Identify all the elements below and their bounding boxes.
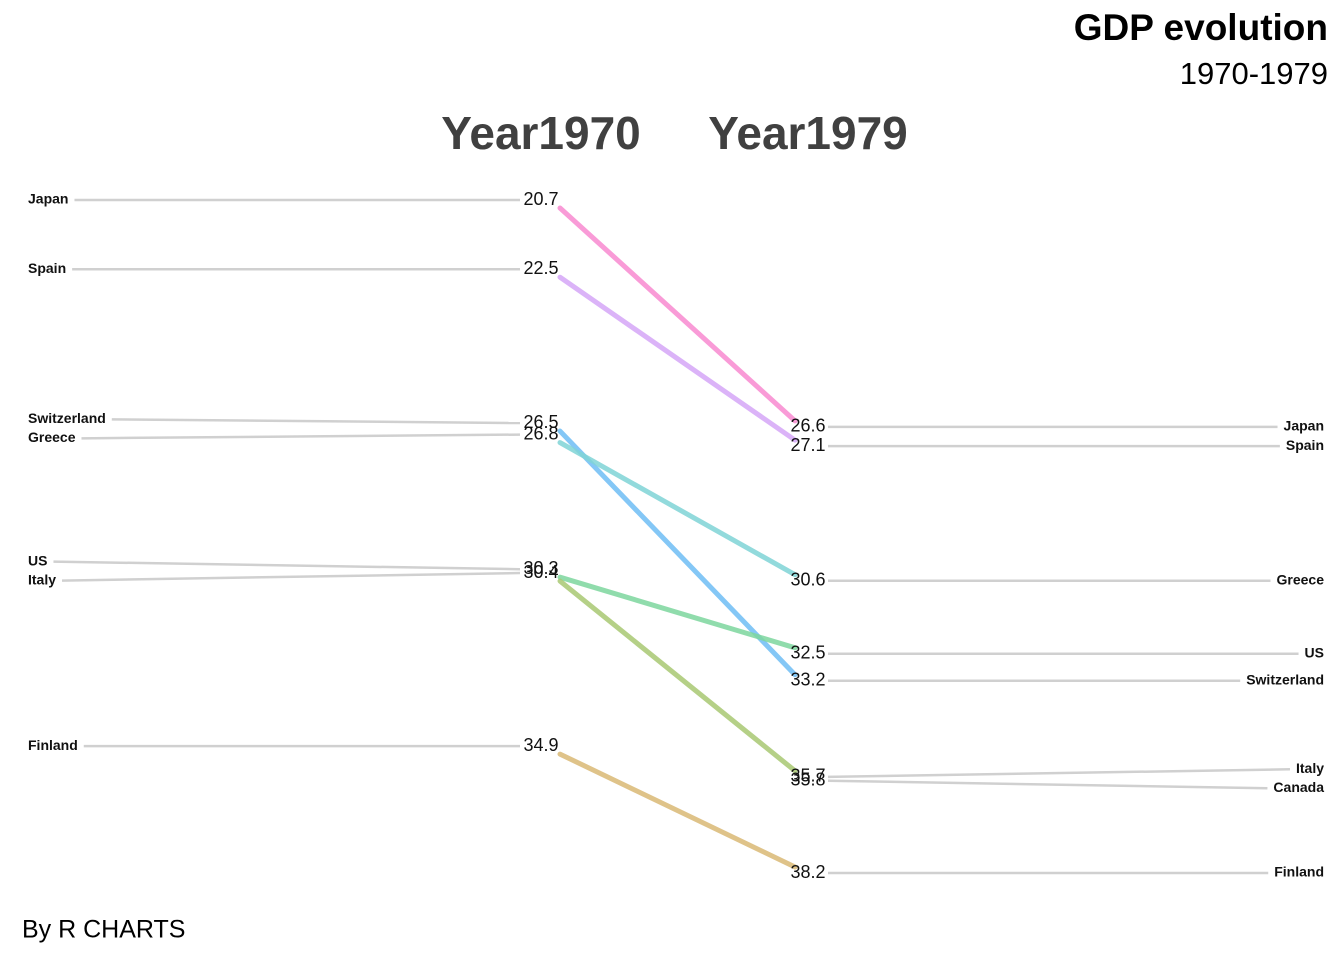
country-label: US (28, 552, 47, 568)
column-header: Year1979 (708, 107, 908, 159)
country-label: Switzerland (1246, 671, 1324, 687)
slope-line (557, 205, 798, 424)
leader-line (61, 571, 521, 582)
leader-line (827, 779, 1268, 790)
column-header: Year1970 (441, 107, 641, 159)
country-label: Italy (28, 571, 56, 587)
slope-line (557, 578, 798, 774)
caption: By R CHARTS (22, 916, 185, 944)
value-label: 26.8 (523, 423, 558, 443)
country-label: Spain (28, 260, 66, 276)
country-label: Finland (28, 737, 78, 753)
value-label: 30.6 (790, 569, 825, 589)
chart-title: GDP evolution (1074, 7, 1328, 48)
value-label: 30.3 (523, 558, 558, 578)
leader-line (827, 768, 1291, 779)
country-label: Greece (1277, 571, 1325, 587)
leader-line (53, 560, 521, 571)
country-label: Greece (28, 429, 76, 445)
value-label: 26.6 (790, 416, 825, 436)
value-label: 26.5 (523, 412, 558, 432)
country-label: Japan (1284, 418, 1324, 434)
leader-line (81, 433, 521, 440)
country-label: Italy (1296, 760, 1324, 776)
value-label: 27.1 (790, 435, 825, 455)
leader-line (111, 418, 521, 425)
value-label: 35.8 (790, 769, 825, 789)
value-label: 22.5 (523, 258, 558, 278)
value-label: 32.5 (790, 643, 825, 663)
slope-line (557, 751, 798, 870)
slope-line (557, 274, 798, 443)
country-label: Switzerland (28, 410, 106, 426)
chart-subtitle: 1970-1979 (1180, 56, 1328, 91)
country-label: Japan (28, 191, 68, 207)
country-label: US (1305, 644, 1324, 660)
country-label: Finland (1274, 864, 1324, 880)
slope-line (557, 574, 798, 651)
value-label: 35.7 (790, 766, 825, 786)
country-label: Spain (1286, 437, 1324, 453)
value-label: 38.2 (790, 862, 825, 882)
value-label: 30.4 (523, 562, 558, 582)
value-label: 20.7 (523, 189, 558, 209)
value-label: 33.2 (790, 669, 825, 689)
value-label: 34.9 (523, 735, 558, 755)
slope-line (557, 440, 798, 578)
country-label: Canada (1273, 779, 1324, 795)
